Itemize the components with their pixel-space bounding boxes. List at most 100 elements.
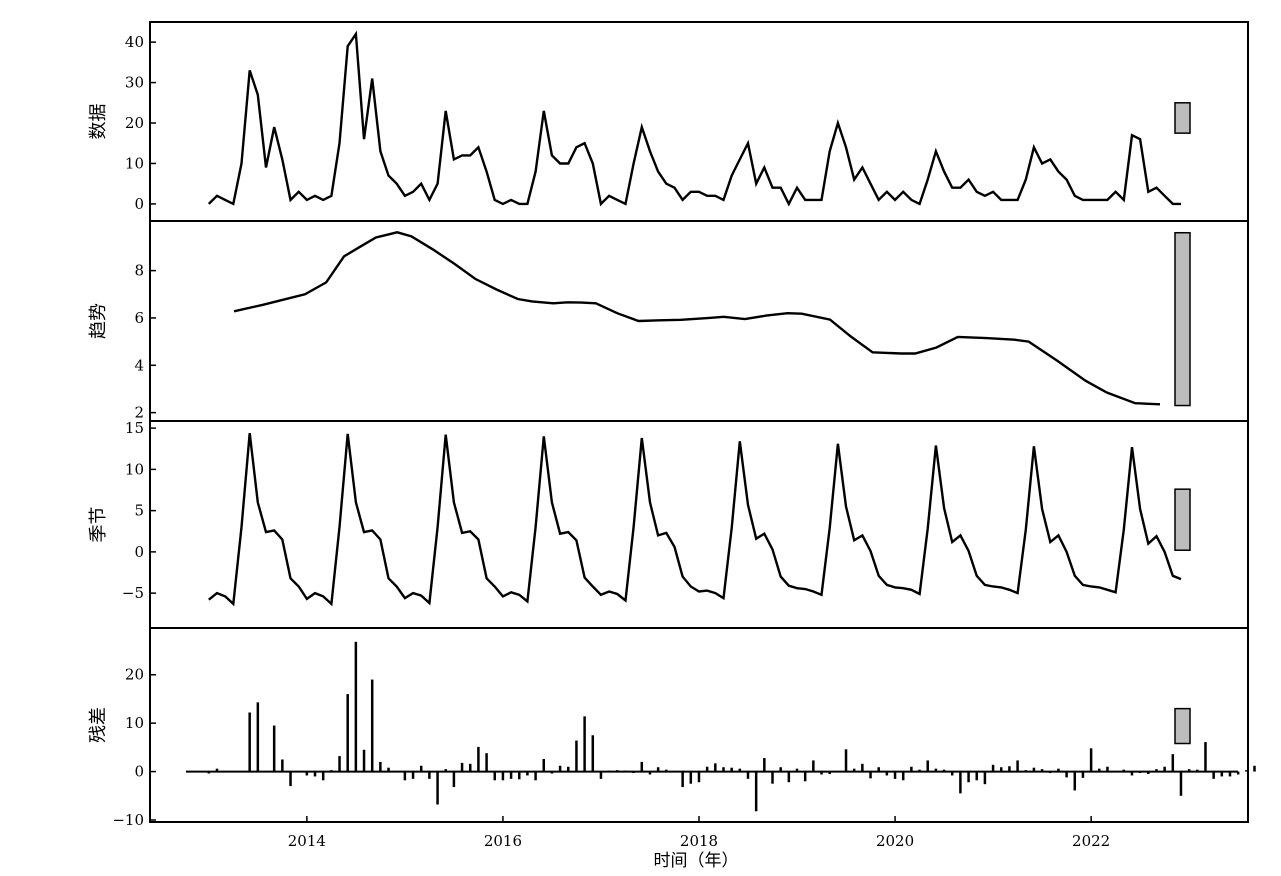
residual-bar	[1228, 771, 1232, 777]
panel-frame	[149, 627, 1249, 823]
series-line	[208, 432, 1182, 607]
residual-bar	[787, 771, 791, 783]
residual-bar	[444, 769, 447, 772]
residual-bar	[338, 756, 341, 772]
x-axis-label: 时间（年）	[654, 851, 739, 871]
residual-bar	[354, 641, 358, 772]
residual-bar	[387, 767, 390, 772]
y-tick-label: 20	[125, 114, 144, 132]
panel-frame	[149, 220, 1249, 422]
residual-bar	[681, 771, 684, 788]
residual-bar	[370, 679, 374, 772]
residual-bar	[967, 771, 970, 783]
residual-bar	[1130, 771, 1134, 776]
residual-bar	[1081, 771, 1085, 778]
panel-4: −10 0 10 20 残差	[88, 627, 1256, 829]
residual-bar	[861, 763, 864, 772]
residual-bar	[730, 767, 733, 772]
residual-bar	[893, 771, 897, 779]
residual-bar	[534, 771, 537, 781]
y-tick-label: 0	[134, 195, 144, 213]
y-tick-label: 6	[134, 309, 144, 327]
residual-bar	[379, 761, 382, 772]
series-line	[233, 231, 1161, 406]
residual-bar	[1122, 769, 1126, 772]
residual-bar	[722, 767, 725, 772]
y-axis-label: 数据	[88, 104, 109, 140]
residual-bar	[828, 771, 831, 774]
residual-bar	[714, 763, 717, 772]
residual-bar	[321, 771, 325, 781]
y-tick-label: 10	[125, 154, 144, 172]
residual-bar	[403, 771, 407, 781]
residual-bar	[942, 769, 946, 772]
residual-bar	[901, 771, 905, 781]
residual-bar	[1196, 769, 1199, 772]
residual-bar	[313, 771, 317, 777]
residual-bar	[567, 766, 570, 772]
residual-bar	[918, 769, 921, 772]
residual-bar	[1106, 766, 1109, 772]
residual-bar	[1245, 770, 1248, 772]
residual-bar	[616, 770, 619, 772]
residual-bar	[869, 771, 872, 779]
residual-bar	[281, 759, 284, 772]
residual-bar	[550, 771, 554, 774]
residual-bar	[624, 770, 627, 772]
x-tick-label: 2014	[288, 832, 326, 850]
residual-bar	[763, 758, 766, 772]
residual-bar	[632, 771, 635, 774]
residual-bar	[877, 767, 880, 772]
residual-bar	[1073, 771, 1077, 791]
series-line	[207, 30, 1181, 207]
residual-bar	[950, 771, 954, 776]
residual-bar	[305, 771, 309, 776]
residual-bar	[436, 771, 439, 805]
residual-bar	[583, 716, 586, 772]
residual-bar	[248, 712, 251, 772]
residual-bar	[779, 767, 782, 772]
y-axis-label: 季节	[88, 507, 109, 543]
y-tick-label: 0	[134, 763, 144, 781]
scale-indicator-bar	[1174, 707, 1191, 745]
residual-bar	[1057, 768, 1060, 772]
residual-bar	[518, 771, 521, 780]
residual-bar	[689, 771, 693, 784]
residual-bar	[852, 768, 856, 772]
scale-indicator-bar	[1174, 488, 1191, 551]
residual-bar	[1089, 748, 1093, 772]
residual-bar	[1171, 754, 1175, 772]
residual-bar	[493, 771, 496, 781]
residual-bar	[272, 725, 276, 772]
y-tick-label: 10	[125, 714, 144, 732]
residual-bar	[607, 770, 611, 772]
residual-bar	[468, 763, 472, 772]
residual-bar	[362, 749, 366, 772]
residual-bar	[738, 768, 742, 772]
residual-bar	[346, 694, 349, 772]
residual-bar	[477, 746, 480, 772]
residual-bar	[207, 771, 211, 774]
residual-bar	[991, 764, 995, 772]
y-tick-label: 40	[125, 33, 144, 51]
residual-bar	[803, 771, 807, 782]
y-tick-label: 4	[134, 356, 144, 374]
residual-bar	[1098, 768, 1101, 772]
y-tick-label: 8	[134, 262, 144, 280]
residual-bar	[1212, 771, 1215, 779]
y-axis-label: 趋势	[88, 303, 109, 339]
y-tick-label: 2	[134, 404, 144, 422]
panel-3: −5 0 5 10 15 季节	[88, 419, 1249, 629]
residual-bar	[934, 768, 938, 772]
residual-bar	[1179, 771, 1183, 796]
panel-1: 0 10 20 30 40 数据	[88, 21, 1249, 222]
residual-bar	[411, 771, 415, 779]
residual-bar	[1008, 766, 1011, 772]
residual-bar	[795, 768, 799, 772]
residual-bar	[509, 771, 513, 779]
residual-bar	[419, 765, 423, 772]
residual-bar	[975, 771, 978, 781]
residual-bar	[289, 771, 292, 787]
residual-bar	[558, 765, 562, 772]
